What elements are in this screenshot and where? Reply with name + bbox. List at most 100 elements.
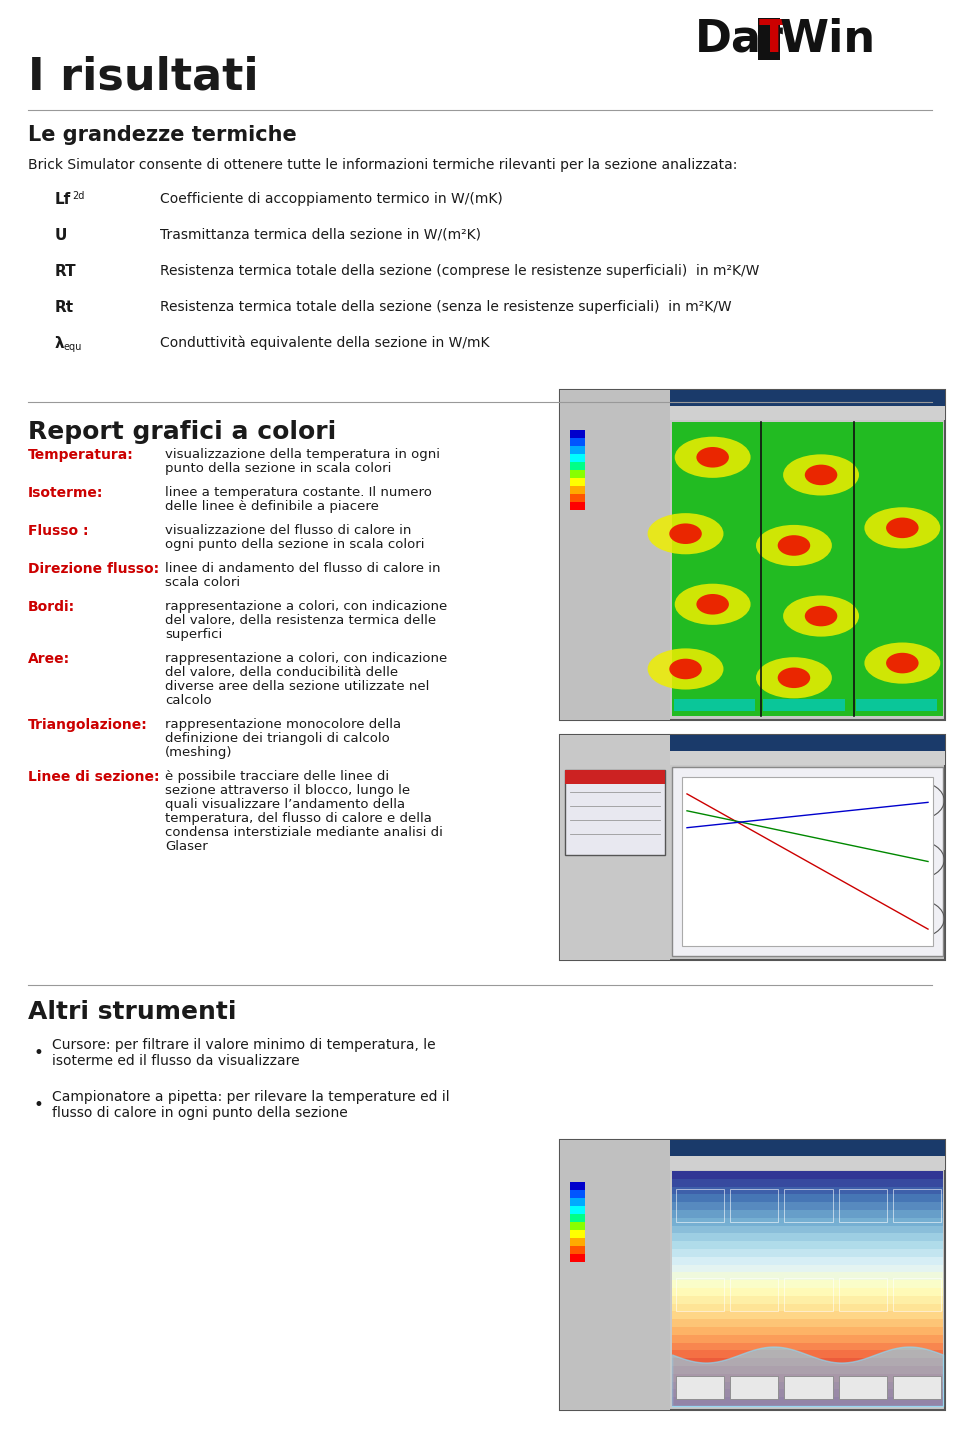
- Bar: [672, 1374, 943, 1382]
- Bar: [570, 1213, 585, 1222]
- Bar: [565, 770, 665, 784]
- Text: Linee di sezione:: Linee di sezione:: [28, 770, 159, 784]
- Bar: [570, 485, 585, 494]
- Ellipse shape: [886, 518, 919, 538]
- Bar: [560, 1141, 670, 1410]
- Bar: [560, 736, 945, 960]
- Bar: [672, 1335, 943, 1344]
- Text: •: •: [34, 1096, 44, 1113]
- Bar: [672, 422, 943, 716]
- Bar: [570, 438, 585, 446]
- Text: Bordi:: Bordi:: [28, 600, 75, 614]
- Bar: [672, 1342, 943, 1351]
- Ellipse shape: [783, 595, 859, 637]
- Text: rappresentazione a colori, con indicazione: rappresentazione a colori, con indicazio…: [165, 600, 447, 612]
- Text: Triangolazione:: Triangolazione:: [28, 718, 148, 733]
- Text: flusso di calore in ogni punto della sezione: flusso di calore in ogni punto della sez…: [52, 1106, 348, 1120]
- Text: linee a temperatura costante. Il numero: linee a temperatura costante. Il numero: [165, 487, 432, 499]
- Bar: [672, 1381, 943, 1391]
- Bar: [731, 1278, 779, 1311]
- Bar: [893, 1189, 941, 1222]
- Text: del valore, della conducibilità delle: del valore, della conducibilità delle: [165, 665, 398, 678]
- Ellipse shape: [804, 465, 837, 485]
- Text: T: T: [759, 19, 789, 62]
- Bar: [672, 1249, 943, 1258]
- Bar: [560, 391, 670, 720]
- Bar: [672, 1195, 943, 1203]
- Text: Brick Simulator consente di ottenere tutte le informazioni termiche rilevanti pe: Brick Simulator consente di ottenere tut…: [28, 157, 737, 172]
- Bar: [839, 1375, 887, 1400]
- Ellipse shape: [669, 658, 702, 680]
- Bar: [565, 770, 665, 854]
- Text: rappresentazione monocolore della: rappresentazione monocolore della: [165, 718, 401, 731]
- Bar: [570, 478, 585, 487]
- Text: condensa interstiziale mediante analisi di: condensa interstiziale mediante analisi …: [165, 826, 443, 839]
- Text: Altri strumenti: Altri strumenti: [28, 1000, 236, 1025]
- Bar: [570, 1205, 585, 1213]
- Text: calcolo: calcolo: [165, 694, 211, 707]
- Text: visualizzazione del flusso di calore in: visualizzazione del flusso di calore in: [165, 524, 412, 537]
- Text: ogni punto della sezione in scala colori: ogni punto della sezione in scala colori: [165, 538, 424, 551]
- Bar: [672, 1211, 943, 1219]
- Bar: [560, 1156, 945, 1171]
- Bar: [672, 1358, 943, 1367]
- Bar: [570, 1222, 585, 1231]
- Ellipse shape: [756, 657, 832, 698]
- Text: Isoterme:: Isoterme:: [28, 487, 104, 499]
- Bar: [672, 1272, 943, 1281]
- Text: Glaser: Glaser: [165, 840, 207, 853]
- Text: scala colori: scala colori: [165, 577, 240, 590]
- Bar: [560, 736, 945, 751]
- Text: Rt: Rt: [55, 301, 74, 315]
- Bar: [676, 1189, 724, 1222]
- Bar: [784, 1189, 832, 1222]
- Text: del valore, della resistenza termica delle: del valore, della resistenza termica del…: [165, 614, 436, 627]
- Bar: [672, 1186, 943, 1195]
- Ellipse shape: [804, 605, 837, 627]
- Bar: [839, 1278, 887, 1311]
- Bar: [682, 777, 933, 946]
- Bar: [570, 454, 585, 462]
- Text: diverse aree della sezione utilizzate nel: diverse aree della sezione utilizzate ne…: [165, 680, 429, 693]
- Bar: [560, 391, 945, 406]
- Bar: [570, 501, 585, 509]
- Bar: [893, 1278, 941, 1311]
- Ellipse shape: [756, 525, 832, 567]
- Text: (meshing): (meshing): [165, 746, 232, 758]
- Ellipse shape: [778, 667, 810, 688]
- Text: visualizzazione della temperatura in ogni: visualizzazione della temperatura in ogn…: [165, 448, 440, 461]
- Bar: [672, 1296, 943, 1305]
- Bar: [672, 1319, 943, 1328]
- Text: Lf: Lf: [55, 192, 71, 207]
- Text: punto della sezione in scala colori: punto della sezione in scala colori: [165, 462, 392, 475]
- Text: sezione attraverso il blocco, lungo le: sezione attraverso il blocco, lungo le: [165, 784, 410, 797]
- Bar: [672, 1281, 943, 1289]
- Bar: [731, 1189, 779, 1222]
- Text: Resistenza termica totale della sezione (comprese le resistenze superficiali)  i: Resistenza termica totale della sezione …: [160, 263, 759, 278]
- Bar: [560, 1141, 945, 1156]
- Text: Report grafici a colori: Report grafici a colori: [28, 421, 336, 444]
- Bar: [672, 1367, 943, 1375]
- Text: Campionatore a pipetta: per rilevare la temperature ed il: Campionatore a pipetta: per rilevare la …: [52, 1090, 449, 1103]
- Bar: [731, 1375, 779, 1400]
- Ellipse shape: [783, 454, 859, 495]
- Ellipse shape: [696, 594, 729, 614]
- Bar: [570, 445, 585, 454]
- Text: Cursore: per filtrare il valore minimo di temperatura, le: Cursore: per filtrare il valore minimo d…: [52, 1037, 436, 1052]
- Text: Coefficiente di accoppiamento termico in W/(mK): Coefficiente di accoppiamento termico in…: [160, 192, 503, 206]
- Text: isoterme ed il flusso da visualizzare: isoterme ed il flusso da visualizzare: [52, 1055, 300, 1068]
- Text: Trasmittanza termica della sezione in W/(m²K): Trasmittanza termica della sezione in W/…: [160, 228, 481, 242]
- Ellipse shape: [886, 653, 919, 674]
- Text: λ: λ: [55, 336, 64, 351]
- Text: •: •: [34, 1045, 44, 1062]
- Bar: [676, 1278, 724, 1311]
- Ellipse shape: [675, 436, 751, 478]
- Bar: [672, 1327, 943, 1335]
- Text: Conduttività equivalente della sezione in W/mK: Conduttività equivalente della sezione i…: [160, 336, 490, 351]
- Bar: [676, 1375, 724, 1400]
- Text: quali visualizzare l’andamento della: quali visualizzare l’andamento della: [165, 798, 405, 811]
- Ellipse shape: [778, 535, 810, 555]
- Bar: [672, 1202, 943, 1211]
- Text: Flusso :: Flusso :: [28, 524, 88, 538]
- Bar: [672, 1351, 943, 1359]
